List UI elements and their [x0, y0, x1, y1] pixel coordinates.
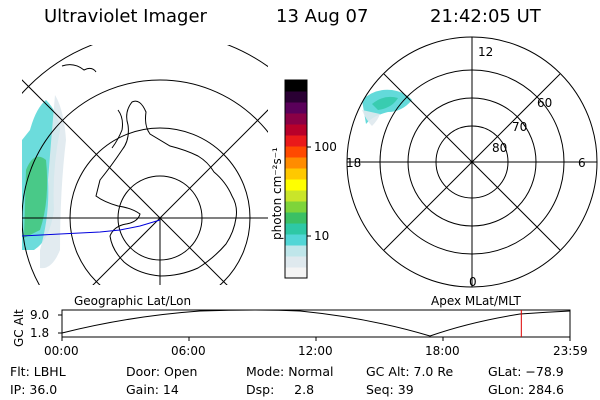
mlt-label-18: 18 [346, 156, 362, 170]
mlt-label-6: 6 [578, 156, 586, 170]
altitude-ytick-high: 9.0 [30, 308, 50, 322]
colorbar-band [285, 113, 307, 125]
altitude-ylabel: GC Alt [12, 309, 26, 347]
xtick-1200: 12:00 [298, 344, 333, 358]
colorbar-band [285, 179, 307, 191]
xtick-0000: 00:00 [44, 344, 79, 358]
mlt-panel-label: Apex MLat/MLT [431, 294, 521, 308]
colorbar-band [285, 212, 307, 224]
colorbar-frame [284, 79, 308, 279]
info-seq: Seq: 39 [366, 382, 414, 397]
colorbar-band [285, 267, 307, 279]
time-label: 21:42:05 UT [430, 6, 541, 27]
mlt-label-12: 12 [478, 45, 494, 59]
colorbar-band [285, 146, 307, 158]
info-dsp: Dsp: 2.8 [246, 382, 315, 397]
colorbar-band [285, 223, 307, 235]
geo-panel-label: Geographic Lat/Lon [74, 294, 192, 308]
colorbar-band [285, 190, 307, 202]
info-door: Door: Open [126, 364, 198, 379]
xtick-2359: 23:59 [553, 344, 588, 358]
mlt-dial [362, 89, 412, 126]
mlt-label-0: 0 [469, 275, 477, 289]
colorbar-label: photon cm⁻²s⁻¹ [270, 147, 284, 240]
colorbar-band [285, 201, 307, 213]
mlat-label-80: 80 [492, 141, 508, 155]
geographic-map [22, 45, 268, 285]
colorbar-band [285, 135, 307, 147]
altitude-frame [61, 309, 571, 338]
info-gain: Gain: 14 [126, 382, 179, 397]
colorbar-band [285, 245, 307, 257]
info-glon: GLon: 284.6 [488, 382, 564, 397]
altitude-curve [61, 309, 571, 337]
info-glat: GLat: −78.9 [488, 364, 564, 379]
altitude-ytick-low: 1.8 [30, 326, 50, 340]
colorbar-band [285, 256, 307, 268]
colorbar-band [285, 124, 307, 136]
xtick-0600: 06:00 [171, 344, 206, 358]
mlat-label-60: 60 [537, 96, 553, 110]
colorbar-tick-100: 100 [314, 140, 337, 154]
colorbar-band [285, 91, 307, 103]
info-filter: Flt: LBHL [10, 364, 66, 379]
colorbar-band [285, 234, 307, 246]
colorbar-tick-10: 10 [314, 229, 330, 243]
date-label: 13 Aug 07 [276, 6, 369, 27]
colorbar-band [285, 168, 307, 180]
colorbar-band [285, 102, 307, 114]
color-scale [285, 80, 307, 279]
colorbar-band [285, 157, 307, 169]
info-ip: IP: 36.0 [10, 382, 58, 397]
colorbar-band [285, 80, 307, 92]
mlat-label-70: 70 [512, 120, 528, 134]
info-gc-alt: GC Alt: 7.0 Re [366, 364, 454, 379]
info-mode: Mode: Normal [246, 364, 334, 379]
xtick-1800: 18:00 [425, 344, 460, 358]
instrument-title: Ultraviolet Imager [44, 6, 207, 27]
